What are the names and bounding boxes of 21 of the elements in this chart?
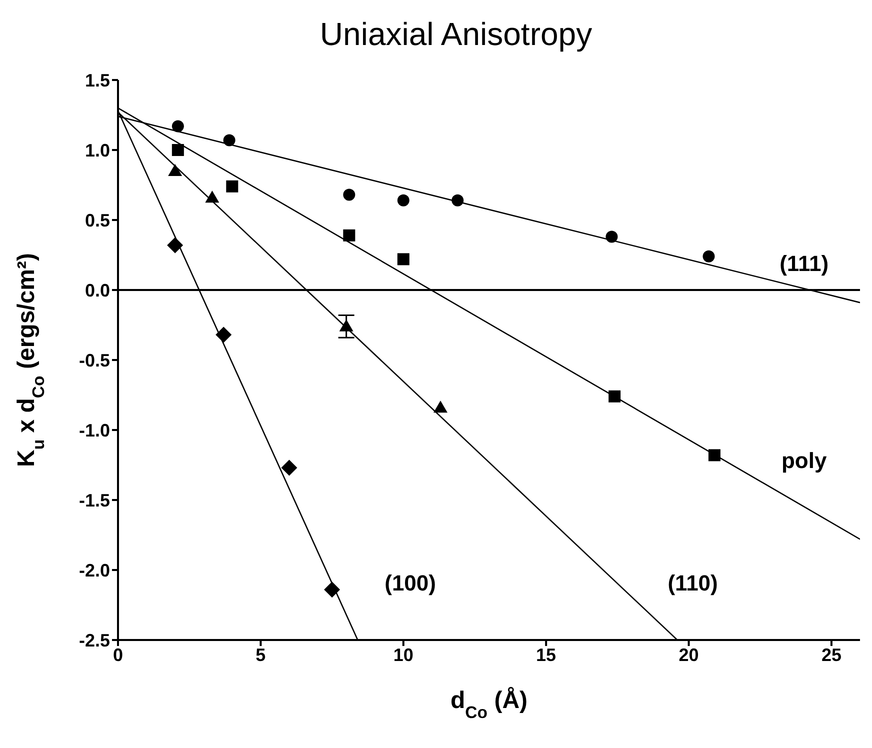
x-tick-label: 20 — [678, 644, 699, 665]
y-tick-label: -0.5 — [78, 350, 110, 370]
y-tick-label: -1.0 — [78, 420, 110, 440]
x-tick-label: 10 — [393, 644, 414, 665]
y-tick-label: -2.0 — [78, 560, 110, 580]
annotation: (111) — [780, 250, 829, 276]
y-tick-label: 1.5 — [84, 70, 110, 90]
y-tick-label: 0.0 — [84, 280, 110, 300]
x-tick-label: 25 — [821, 644, 842, 665]
x-tick-label: 0 — [112, 644, 124, 665]
annotation: (110) — [668, 570, 718, 596]
annotation: poly — [781, 448, 828, 473]
chart-title: Uniaxial Anisotropy — [318, 15, 594, 54]
x-tick-label: 5 — [256, 644, 266, 665]
y-tick-label: -1.5 — [78, 490, 110, 510]
annotation: (100) — [384, 570, 436, 596]
y-tick-label: -2.5 — [78, 630, 110, 650]
x-tick-label: 15 — [536, 644, 556, 665]
x-axis-title: d$_{Co}$ (Å) — [450, 686, 528, 722]
y-tick-label: 0.5 — [84, 210, 110, 230]
y-tick-label: 1.0 — [84, 140, 110, 160]
